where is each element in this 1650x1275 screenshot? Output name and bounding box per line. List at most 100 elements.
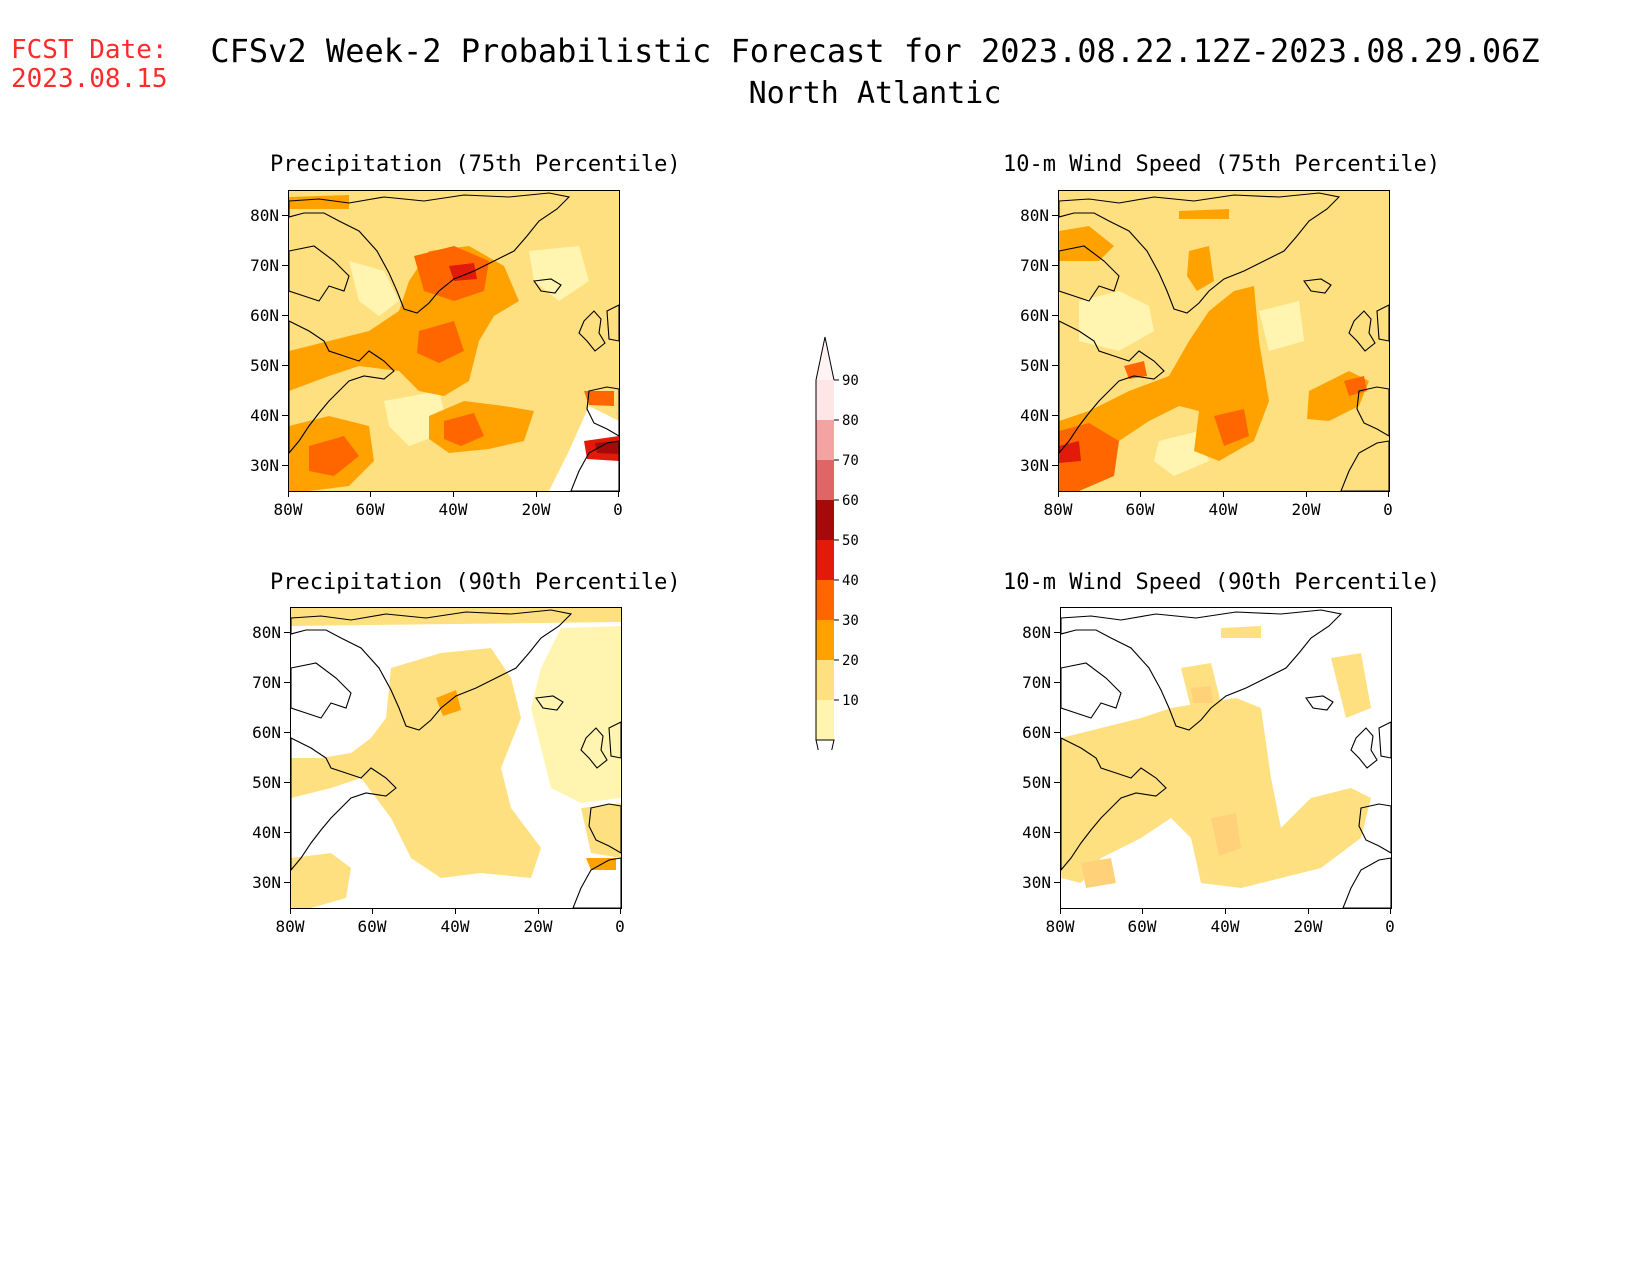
map-panel-precip-90 [290,607,622,909]
lon-tick [536,491,537,497]
lon-label-60w: 60W [1127,917,1157,936]
coastline-7 [1340,440,1389,491]
lon-tick [538,908,539,914]
lat-tick [1054,882,1060,883]
lat-tick [284,682,290,683]
coastline-5 [606,304,619,342]
colorbar-swatch-6 [816,620,834,660]
probability-shading [1059,191,1389,491]
coastline-3 [533,278,562,294]
lat-label-70n: 70N [250,256,279,275]
colorbar-label-50: 50 [842,533,859,549]
coastline-1 [291,662,352,719]
coastline-3 [1305,695,1334,711]
probability-shading [1061,626,1371,888]
coastline-5 [608,721,621,759]
coastline-4 [1350,727,1378,769]
probability-contour-0 [1061,698,1371,888]
lat-label-70n: 70N [1020,256,1049,275]
lat-label-50n: 50N [250,356,279,375]
probability-contour-6 [1059,361,1367,491]
map-canvas [291,608,621,908]
main-title: CFSv2 Week-2 Probabilistic Forecast for … [210,32,1540,70]
colorbar-swatch-4 [816,540,834,580]
lat-label-60n: 60N [1022,723,1051,742]
probability-shading [289,191,619,491]
lat-label-50n: 50N [1022,773,1051,792]
coastline-6 [588,803,621,854]
lat-tick [282,465,288,466]
probability-contour-1 [436,690,616,870]
lon-tick [288,491,289,497]
probability-contour-8 [595,441,619,454]
coastline-3 [1303,278,1332,294]
lat-tick [282,415,288,416]
lat-tick [284,782,290,783]
lat-tick [1052,315,1058,316]
coastline-2 [291,737,397,871]
map-canvas [1059,191,1389,491]
coastline-1 [289,245,350,302]
lon-label-60w: 60W [355,500,385,519]
lat-tick [1052,265,1058,266]
colorbar-swatch-3 [816,500,834,540]
lat-label-50n: 50N [252,773,281,792]
coastline-2 [1061,737,1167,871]
lon-label-0: 0 [1383,500,1393,519]
coastline-0 [1059,192,1341,314]
coastline-5 [1376,304,1389,342]
coastlines [291,609,621,908]
lat-label-30n: 30N [252,873,281,892]
probability-contour-3 [1187,246,1214,291]
colorbar-label-30: 30 [842,613,859,629]
lat-tick [282,265,288,266]
map-canvas [1061,609,1391,908]
probability-contour-1 [1079,291,1304,476]
forecast-date-label: FCST Date: [11,35,168,65]
lat-label-40n: 40N [250,406,279,425]
lon-label-80w: 80W [273,500,303,519]
lon-tick [1058,491,1059,497]
lon-tick [1140,491,1141,497]
lat-tick [1052,465,1058,466]
lon-tick [370,491,371,497]
panel-title-precip-75: Precipitation (75th Percentile) [270,152,681,177]
lon-tick [1388,491,1389,497]
lat-tick [1054,782,1060,783]
lon-label-0: 0 [615,917,625,936]
coastline-1 [1061,662,1122,719]
lon-label-80w: 80W [275,917,305,936]
colorbar-swatch-0 [816,380,834,420]
lat-tick [1052,365,1058,366]
coastline-6 [586,386,619,437]
coastline-2 [289,320,395,454]
coastline-7 [572,857,621,908]
panel-title-wind-75: 10-m Wind Speed (75th Percentile) [1003,152,1441,177]
lat-label-70n: 70N [252,673,281,692]
lon-tick [1306,491,1307,497]
coastline-0 [289,192,571,314]
lat-tick [282,215,288,216]
lat-label-60n: 60N [250,306,279,325]
map-panel-precip-75 [288,190,620,492]
probability-contour-5 [309,246,614,476]
lat-label-70n: 70N [1022,673,1051,692]
lat-tick [284,632,290,633]
coastline-0 [1061,609,1343,731]
lon-tick [620,908,621,914]
lon-tick [1225,908,1226,914]
colorbar-swatch-2 [816,460,834,500]
coastline-1 [1059,245,1120,302]
colorbar-swatch-5 [816,580,834,620]
coastline-6 [1356,386,1389,437]
probability-contour-6 [449,263,477,281]
lat-label-40n: 40N [1022,823,1051,842]
colorbar-swatch-7 [816,660,834,700]
lon-label-20w: 20W [521,500,551,519]
map-canvas [289,191,619,491]
lat-tick [282,365,288,366]
lat-label-40n: 40N [252,823,281,842]
coastline-5 [1378,721,1391,759]
coastline-2 [1059,320,1165,454]
lon-label-40w: 40W [1210,917,1240,936]
